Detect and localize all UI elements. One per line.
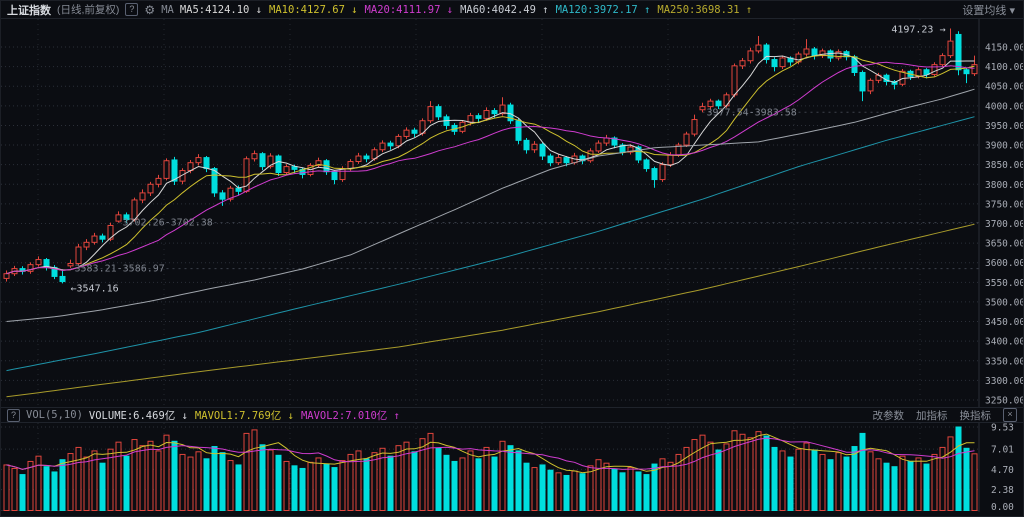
svg-text:0.00: 0.00 [991,502,1014,512]
svg-text:3700.00: 3700.00 [985,219,1024,230]
indicator-button-2[interactable]: 换指标 [959,409,992,422]
ma-legend-item: MA250:3698.31 ↑ [657,3,753,16]
candlestick-chart[interactable]: 4150.00 4100.00 4050.00 4000.00 3950.00 3900.… [1,19,1024,407]
svg-text:4150.00: 4150.00 [985,43,1024,54]
svg-text:3750.00: 3750.00 [985,199,1024,210]
volume-chart[interactable]: 9.53 7.01 4.70 2.38 0.00 [1,423,1024,512]
indicator-toolbar: 改参数 加指标 换指标 × [873,408,1017,423]
svg-text:3583.21-3586.97: 3583.21-3586.97 [75,264,165,275]
svg-text:2.38: 2.38 [991,485,1014,496]
ma-legend-item: MA20:4111.97 ↓ [364,3,454,16]
svg-text:3300.00: 3300.00 [985,376,1024,387]
volume-indicator-label: VOL(5,10) [26,409,83,421]
indicator-button-1[interactable]: 加指标 [916,409,948,422]
svg-text:3800.00: 3800.00 [985,180,1024,191]
ma-settings-label: 设置均线 [962,4,1007,17]
volume-legend: VOLUME:6.469亿 ↓ MAVOL1:7.769亿 ↓ MAVOL2:7.0… [89,408,407,423]
svg-text:3550.00: 3550.00 [985,278,1024,289]
volume-header: ? VOL(5,10) VOLUME:6.469亿 ↓ MAVOL1:7.769亿… [1,407,1023,423]
svg-text:7.01: 7.01 [991,445,1014,456]
ma-prefix-label: MA [161,3,174,16]
svg-text:4197.23 →: 4197.23 → [891,24,945,35]
chart-mode-label: (日线,前复权) [57,4,120,16]
close-icon[interactable]: × [1003,408,1017,422]
svg-text:9.53: 9.53 [991,423,1014,434]
ma-legend-item: MA10:4127.67 ↓ [269,3,358,16]
ma-settings-button[interactable]: 设置均线 ▾ [962,2,1015,18]
svg-text:3977.54-3983.58: 3977.54-3983.58 [707,107,797,118]
volume-legend-item: MAVOL2:7.010亿 ↑ [300,409,400,422]
svg-text:3650.00: 3650.00 [985,239,1024,250]
chevron-down-icon: ▾ [1009,4,1015,17]
indicator-buttons: 改参数 加指标 换指标 [873,408,992,423]
ma-legend: MA5:4124.10 ↓ MA10:4127.67 ↓ MA20:4111.97 … [180,4,759,16]
symbol-name: 上证指数 [7,4,51,17]
svg-text:3450.00: 3450.00 [985,317,1024,328]
svg-text:3400.00: 3400.00 [985,337,1024,348]
volume-legend-item: MAVOL1:7.769亿 ↓ [194,409,294,422]
volume-legend-item: VOLUME:6.469亿 ↓ [88,409,188,422]
ma-legend-item: MA120:3972.17 ↑ [555,3,651,16]
svg-text:3850.00: 3850.00 [985,160,1024,171]
svg-text:3350.00: 3350.00 [985,356,1024,367]
chart-header: 上证指数 (日线,前复权) ? ⚙ MA MA5:4124.10 ↓ MA10:4… [1,1,1023,19]
ma-legend-item: MA60:4042.49 ↑ [460,3,549,16]
ma-legend-item: MA5:4124.10 ↓ [179,3,263,16]
svg-text:4000.00: 4000.00 [985,101,1024,112]
svg-text:4050.00: 4050.00 [985,82,1024,93]
svg-text:3900.00: 3900.00 [985,141,1024,152]
svg-text:←3547.16: ←3547.16 [71,283,119,294]
svg-text:3250.00: 3250.00 [985,395,1024,406]
help-icon[interactable]: ? [125,3,139,16]
svg-text:4.70: 4.70 [991,465,1014,476]
svg-text:3500.00: 3500.00 [985,297,1024,308]
svg-text:3950.00: 3950.00 [985,121,1024,132]
svg-text:4100.00: 4100.00 [985,62,1024,73]
gear-icon[interactable]: ⚙ [144,2,156,17]
svg-text:3702.26-3702.38: 3702.26-3702.38 [123,218,213,229]
indicator-button-0[interactable]: 改参数 [872,409,905,422]
volume-help-icon[interactable]: ? [7,408,20,422]
svg-text:3600.00: 3600.00 [985,258,1024,269]
